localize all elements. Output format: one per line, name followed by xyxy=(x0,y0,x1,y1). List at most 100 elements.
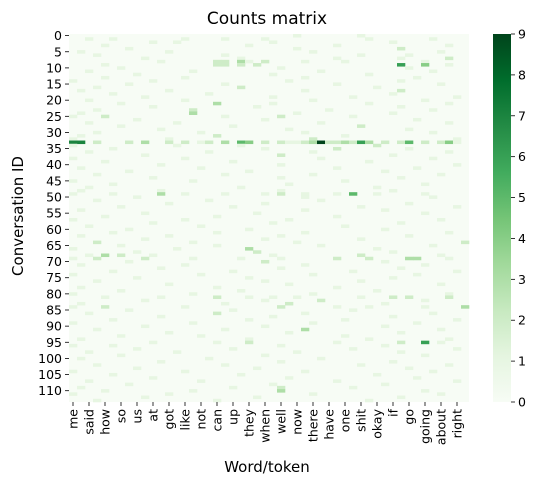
heatmap-cell xyxy=(437,172,446,177)
y-tick-label: 100 xyxy=(38,351,62,366)
heatmap-cell xyxy=(165,201,174,206)
heatmap-cell xyxy=(85,98,94,103)
heatmap-cell xyxy=(197,272,206,277)
heatmap-cell xyxy=(277,256,286,261)
heatmap-cell xyxy=(365,140,374,145)
heatmap-cell xyxy=(261,353,270,358)
x-tick-label: have xyxy=(322,409,337,440)
heatmap-cell xyxy=(77,385,86,390)
heatmap-cell xyxy=(277,66,286,70)
heatmap-cell xyxy=(93,240,102,245)
heatmap-cell xyxy=(437,340,446,345)
heatmap-cell xyxy=(173,40,182,44)
heatmap-cell xyxy=(341,334,350,338)
heatmap-cell xyxy=(421,263,430,267)
heatmap-cell xyxy=(357,53,366,57)
heatmap-cell xyxy=(309,50,318,54)
heatmap-cell xyxy=(285,330,294,335)
heatmap-cell xyxy=(149,253,158,258)
heatmap-cell xyxy=(221,59,230,64)
heatmap-cell xyxy=(69,272,78,277)
heatmap-cell xyxy=(133,72,142,77)
heatmap-cell xyxy=(69,156,78,161)
heatmap-cell xyxy=(93,53,102,57)
heatmap-cell xyxy=(445,121,454,125)
heatmap-cell xyxy=(357,124,366,128)
heatmap-cell xyxy=(117,334,126,338)
heatmap-cell xyxy=(245,295,254,299)
heatmap-cell xyxy=(77,263,86,267)
heatmap-cell xyxy=(181,263,190,267)
heatmap-cell xyxy=(333,82,342,86)
heatmap-cell xyxy=(461,240,470,245)
heatmap-cell xyxy=(381,324,390,329)
heatmap-cell xyxy=(245,43,254,48)
x-axis: me said how so us at got like not can up they when we… xyxy=(66,402,465,445)
heatmap-cell xyxy=(357,279,366,283)
y-tick-label: 5 xyxy=(54,44,62,59)
heatmap-cell xyxy=(397,63,406,67)
heatmap-cell xyxy=(261,259,270,264)
heatmap-cell xyxy=(205,198,214,203)
heatmap-cell xyxy=(445,295,454,299)
heatmap-cell xyxy=(357,237,366,241)
heatmap-cell xyxy=(333,43,342,48)
heatmap-cell xyxy=(117,243,126,248)
y-tick-label: 90 xyxy=(46,319,62,334)
heatmap-cell xyxy=(149,105,158,109)
x-tick-label: up xyxy=(226,409,241,425)
y-tick-label: 95 xyxy=(46,335,62,350)
heatmap-cell xyxy=(221,53,230,57)
heatmap-cell xyxy=(125,46,134,51)
heatmap-cell xyxy=(77,208,86,212)
heatmap-cell xyxy=(229,269,238,274)
heatmap-cell xyxy=(437,253,446,258)
heatmap-cell xyxy=(397,395,406,400)
heatmap-cell xyxy=(341,179,350,183)
heatmap-cell xyxy=(453,163,462,167)
heatmap-cell xyxy=(221,140,230,145)
heatmap-cell xyxy=(413,117,422,122)
heatmap-cell xyxy=(141,211,150,216)
heatmap-cell xyxy=(421,389,430,393)
heatmap-cell xyxy=(165,88,174,93)
x-tick-label: when xyxy=(258,409,273,443)
heatmap-cell xyxy=(429,37,438,41)
heatmap-cell xyxy=(437,392,446,396)
colorbar-tick-label: 3 xyxy=(518,272,526,287)
heatmap-cell xyxy=(397,105,406,109)
heatmap-cell xyxy=(269,72,278,77)
heatmap-cell xyxy=(213,101,222,106)
heatmap-cell xyxy=(173,350,182,354)
heatmap-cell xyxy=(285,182,294,187)
colorbar-tick-label: 8 xyxy=(518,67,526,82)
heatmap-cell xyxy=(317,121,326,125)
heatmap-cell xyxy=(437,82,446,86)
heatmap-cell xyxy=(109,269,118,274)
heatmap-cell xyxy=(389,188,398,193)
heatmap-cell xyxy=(133,195,142,199)
heatmap-cell xyxy=(189,179,198,183)
heatmap-cell xyxy=(229,385,238,390)
heatmap-cell xyxy=(221,172,230,177)
heatmap-cell xyxy=(69,256,78,261)
heatmap-cell xyxy=(213,311,222,316)
heatmap-cell xyxy=(197,140,206,145)
heatmap-cell xyxy=(445,101,454,106)
heatmap-cell xyxy=(445,63,454,67)
heatmap-cell xyxy=(285,79,294,83)
heatmap-cell xyxy=(365,101,374,106)
heatmap-cell xyxy=(69,343,78,348)
heatmap-cell xyxy=(373,192,382,196)
heatmap-cell xyxy=(453,205,462,209)
heatmap-cell xyxy=(245,227,254,232)
heatmap-cell xyxy=(301,327,310,332)
heatmap-cell xyxy=(357,140,366,145)
heatmap-cell xyxy=(85,185,94,190)
heatmap-cell xyxy=(429,195,438,199)
heatmap-cell xyxy=(213,214,222,219)
heatmap-cell xyxy=(349,192,358,196)
heatmap-cell xyxy=(365,72,374,77)
heatmap-cell xyxy=(77,337,86,341)
heatmap-cell xyxy=(269,101,278,106)
